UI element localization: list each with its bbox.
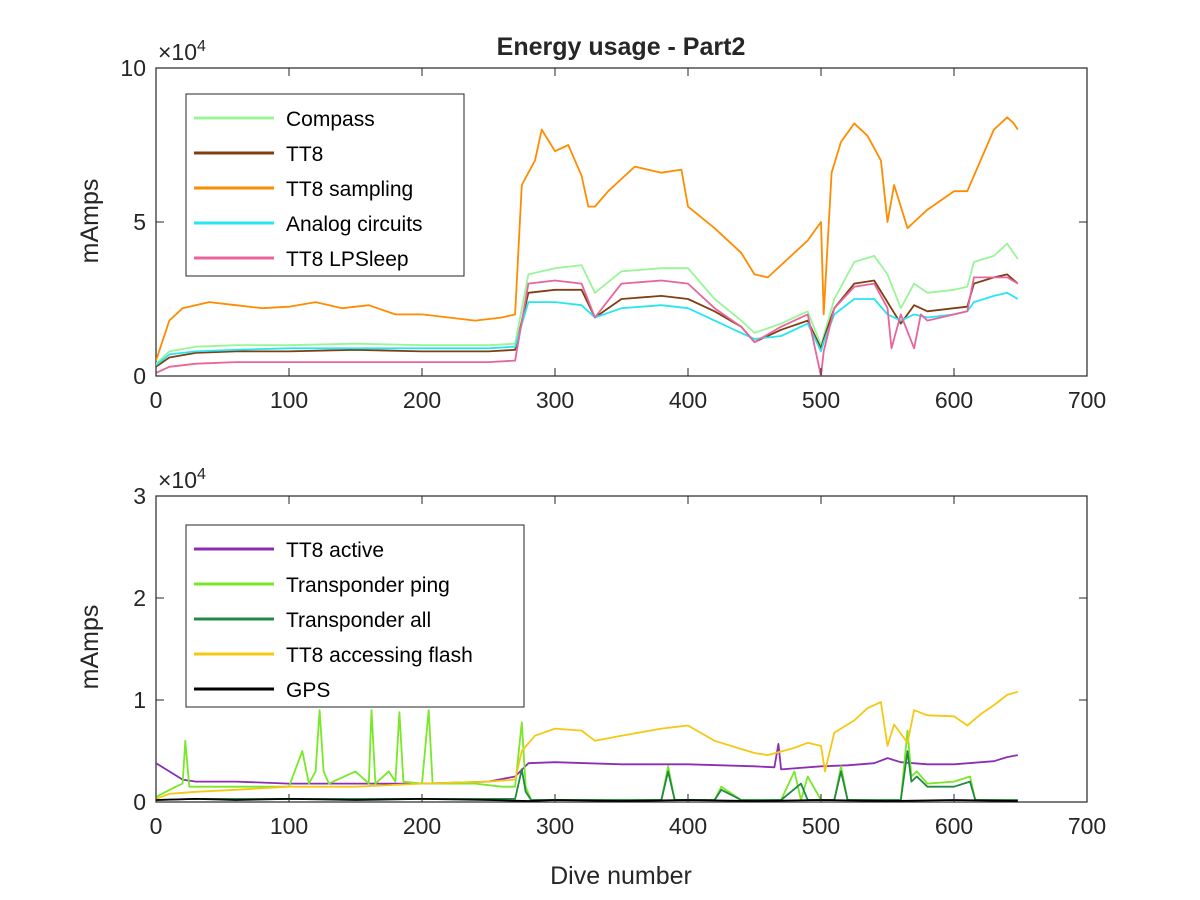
series-line-tt8-active (156, 743, 1018, 785)
series-line-compass (156, 242, 1019, 365)
top-x-tick-label: 300 (536, 387, 574, 413)
bottom-x-tick-label: 200 (403, 813, 441, 839)
legend-label-transponder-all: Transponder all (286, 609, 431, 632)
bottom-x-tick-label: 100 (270, 813, 308, 839)
top-y-tick-label: 10 (120, 55, 146, 81)
legend-label-transponder-ping: Transponder ping (286, 574, 450, 597)
top-x-tick-label: 700 (1068, 387, 1106, 413)
chart-title: Energy usage - Part2 (497, 33, 746, 61)
top-y-axis-label: mAmps (76, 179, 104, 264)
top-plot-area: 0 100 200 300 400 500 600 700 0 5 10 Compass TT8 TT8 … (120, 55, 1106, 413)
bottom-legend-box (185, 524, 525, 708)
bottom-x-tick-label: 400 (669, 813, 707, 839)
legend-label-tt8-lpsleep: TT8 LPSleep (286, 248, 409, 271)
top-x-tick-label: 0 (150, 387, 163, 413)
top-x-tick-label: 200 (403, 387, 441, 413)
legend-label-tt8: TT8 (286, 143, 323, 166)
top-x-tick-label: 500 (802, 387, 840, 413)
bottom-y-exponent: ×104 (158, 466, 206, 493)
bottom-x-tick-label: 500 (802, 813, 840, 839)
top-legend-box (185, 93, 465, 277)
legend-label-tt8-accessing-flash: TT8 accessing flash (286, 644, 473, 667)
bottom-y-tick-label: 2 (133, 585, 146, 611)
bottom-y-tick-label: 1 (133, 687, 146, 713)
bottom-x-tick-label: 300 (536, 813, 574, 839)
top-y-tick-label: 0 (133, 363, 146, 389)
bottom-x-tick-label: 0 (150, 813, 163, 839)
top-x-tick-label: 100 (270, 387, 308, 413)
bottom-y-tick-label: 3 (133, 483, 146, 509)
bottom-x-tick-label: 600 (935, 813, 973, 839)
series-line-tt8-lpsleep (156, 276, 1019, 376)
energy-usage-top-panel: Energy usage - Part2 0 100 200 300 400 500 600… (76, 33, 1106, 413)
top-x-tick-label: 400 (669, 387, 707, 413)
top-x-tick-label: 600 (935, 387, 973, 413)
bottom-legend: TT8 active Transponder ping Transponder al… (185, 524, 525, 708)
legend-label-tt8-sampling: TT8 sampling (286, 178, 413, 201)
bottom-series-group (156, 690, 1019, 802)
bottom-plot-area: 0 100 200 300 400 500 600 700 0 1 2 3 TT8 active Tran… (133, 483, 1106, 839)
legend-label-gps: GPS (286, 679, 330, 702)
series-line-tt8-accessing-flash (156, 690, 1019, 800)
bottom-y-axis-label: mAmps (76, 605, 104, 690)
bottom-y-tick-label: 0 (133, 789, 146, 815)
top-y-tick-label: 5 (133, 209, 146, 235)
series-line-gps (156, 798, 1018, 802)
top-series-group (156, 116, 1019, 376)
top-y-exponent: ×104 (158, 38, 206, 65)
legend-label-tt8-active: TT8 active (286, 539, 384, 562)
series-line-analog-circuits (156, 291, 1019, 366)
top-legend: Compass TT8 TT8 sampling Analog circuits TT8… (185, 93, 465, 277)
series-line-tt8-sampling (156, 116, 1019, 361)
legend-label-analog-circuits: Analog circuits (286, 213, 423, 236)
energy-usage-bottom-panel: 0 100 200 300 400 500 600 700 0 1 2 3 TT8 active Tran… (76, 466, 1106, 890)
x-axis-label: Dive number (550, 862, 692, 890)
series-line-transponder-all (156, 750, 1018, 801)
bottom-x-tick-label: 700 (1068, 813, 1106, 839)
legend-label-compass: Compass (286, 108, 375, 131)
